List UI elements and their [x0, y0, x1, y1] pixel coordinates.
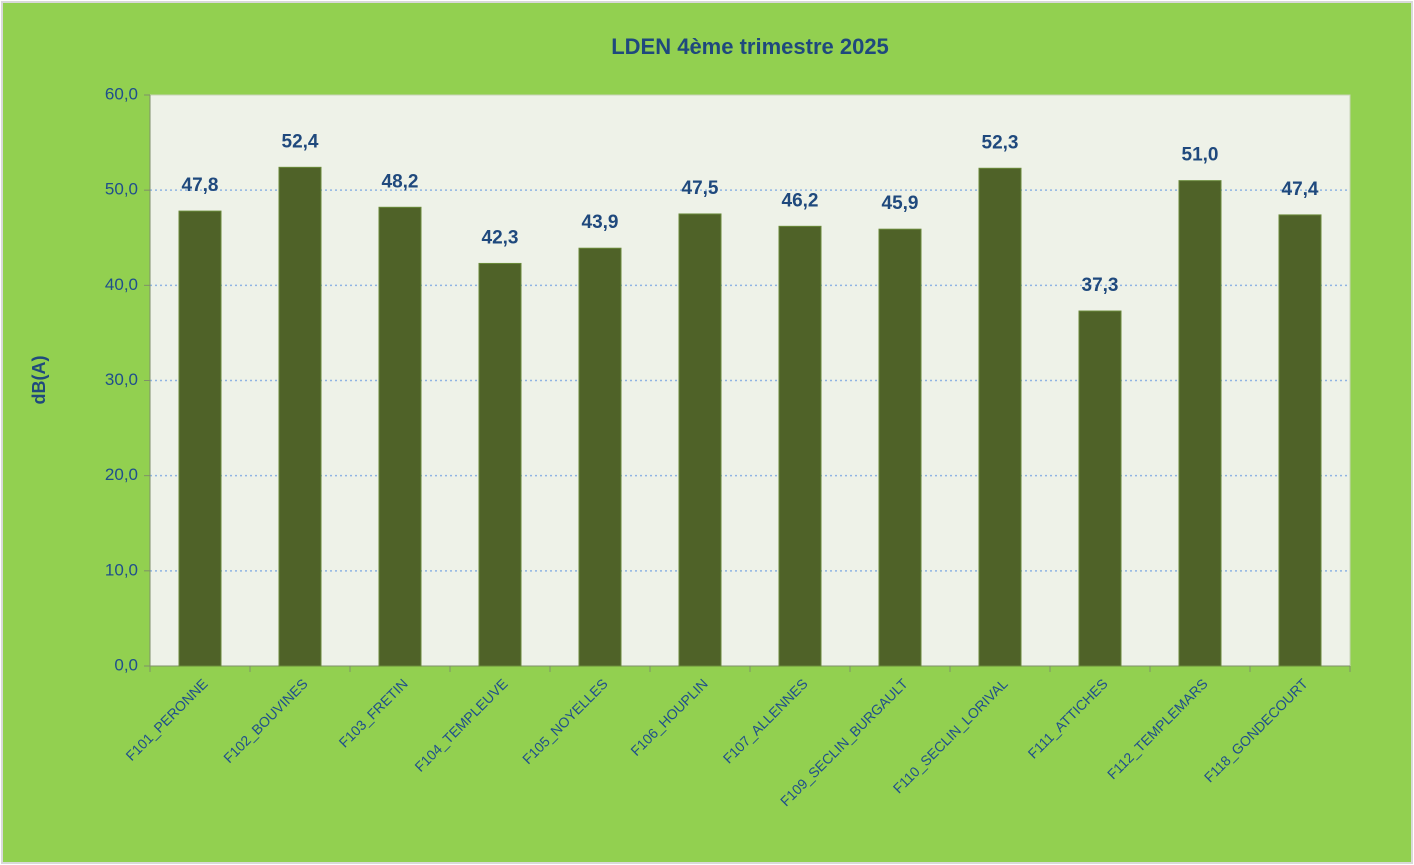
value-label: 52,4	[282, 131, 319, 152]
value-label: 45,9	[882, 193, 919, 214]
bar	[1278, 214, 1322, 667]
y-tick-label: 10,0	[105, 560, 138, 579]
bar	[778, 225, 822, 667]
value-label: 47,5	[682, 178, 719, 199]
bar	[478, 262, 522, 667]
bar	[378, 206, 422, 667]
chart-title: LDEN 4ème trimestre 2025	[611, 34, 889, 59]
y-axis-label: dB(A)	[29, 356, 49, 405]
value-label: 47,4	[1282, 179, 1319, 200]
bar	[1078, 310, 1122, 667]
value-label: 37,3	[1082, 275, 1119, 296]
y-tick-label: 40,0	[105, 275, 138, 294]
value-label: 46,2	[782, 190, 819, 211]
value-label: 51,0	[1182, 145, 1219, 166]
bar	[978, 167, 1022, 667]
y-tick-label: 60,0	[105, 84, 138, 103]
y-tick-label: 0,0	[114, 655, 138, 674]
bar	[578, 247, 622, 667]
y-tick-label: 20,0	[105, 465, 138, 484]
bar	[178, 210, 222, 667]
bar	[878, 228, 922, 667]
value-label: 42,3	[482, 227, 519, 248]
y-tick-label: 50,0	[105, 180, 138, 199]
bar	[678, 213, 722, 667]
value-label: 52,3	[982, 132, 1019, 153]
value-label: 48,2	[382, 171, 419, 192]
bar	[1178, 180, 1222, 667]
value-label: 43,9	[582, 212, 619, 233]
value-label: 47,8	[182, 175, 219, 196]
y-tick-label: 30,0	[105, 370, 138, 389]
bar	[278, 166, 322, 667]
